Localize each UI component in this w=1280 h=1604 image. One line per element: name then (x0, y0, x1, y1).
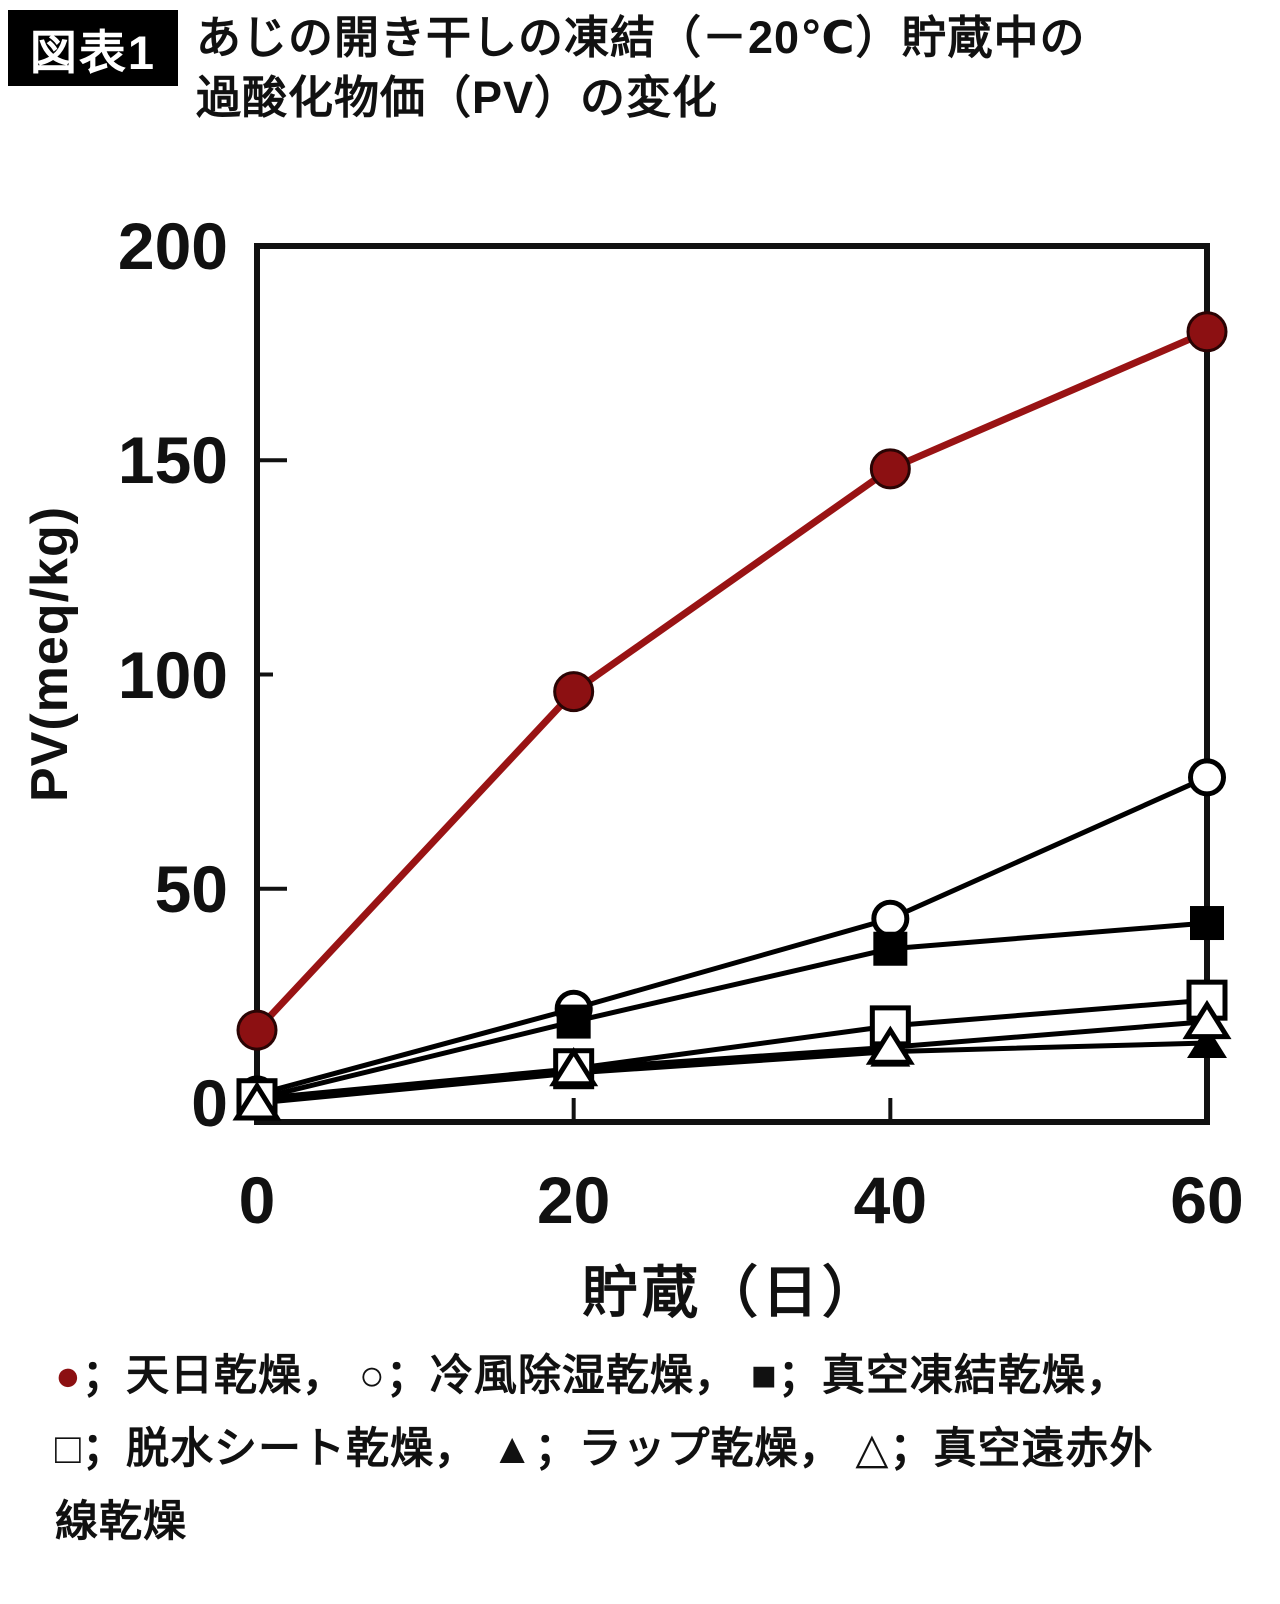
x-tick-label-20: 20 (536, 1163, 611, 1237)
y-tick-label-0: 0 (191, 1066, 228, 1140)
marker-真空凍結乾燥 (556, 1004, 591, 1039)
x-tick-label-60: 60 (1170, 1163, 1244, 1237)
plot-frame (254, 243, 1210, 1125)
marker-天日乾燥 (1186, 311, 1228, 353)
marker-冷風除湿乾燥 (871, 899, 910, 938)
legend-line-1: ●；天日乾燥， ○；冷風除湿乾燥， ■；真空凍結乾燥， (55, 1340, 1250, 1413)
marker-真空凍結乾燥 (873, 931, 908, 966)
series-line-ラップ乾燥 (254, 1040, 1210, 1106)
y-tick-label-50: 50 (154, 851, 228, 926)
legend-marker-sun-icon: ● (55, 1352, 82, 1400)
x-axis-title: 貯蔵（日） (582, 1261, 882, 1324)
x-tick-label-0: 0 (238, 1163, 276, 1237)
marker-真空凍結乾燥 (1190, 906, 1224, 941)
y-tick-label-150: 150 (117, 423, 228, 498)
series-line-冷風除湿乾燥 (254, 774, 1210, 1097)
x-tick-label-40: 40 (853, 1163, 928, 1237)
marker-天日乾燥 (553, 671, 595, 713)
marker-真空遠赤外線乾燥 (865, 1025, 915, 1065)
marker-天日乾燥 (236, 1009, 278, 1051)
figure-badge: 図表1 (8, 10, 178, 86)
marker-真空遠赤外線乾燥 (1182, 999, 1232, 1040)
figure-title-line2: 過酸化物価（PV）の変化 (196, 72, 719, 123)
series-line-天日乾燥 (253, 328, 1211, 1034)
y-tick-label-100: 100 (117, 637, 228, 712)
legend-line1-text: ；天日乾燥， ○；冷風除湿乾燥， ■；真空凍結乾燥， (81, 1352, 1130, 1400)
figure-title: あじの開き干しの凍結（－20℃）貯蔵中の 過酸化物価（PV）の変化 (196, 8, 1266, 128)
legend-line-2: □；脱水シート乾燥， ▲；ラップ乾燥， △；真空遠赤外 (55, 1425, 1154, 1473)
legend-line-3: 線乾燥 (55, 1498, 187, 1546)
figure-title-line1: あじの開き干しの凍結（－20℃）貯蔵中の (196, 12, 1086, 63)
marker-天日乾燥 (869, 448, 911, 490)
y-tick-label-200: 200 (117, 209, 228, 283)
marker-ラップ乾燥 (1187, 1026, 1227, 1059)
series-line-真空遠赤外線乾燥 (254, 1019, 1210, 1106)
marker-冷風除湿乾燥 (1188, 758, 1226, 797)
marker-真空遠赤外線乾燥 (232, 1081, 282, 1121)
marker-真空遠赤外線乾燥 (549, 1047, 599, 1087)
series-line-脱水シート乾燥 (254, 997, 1210, 1102)
series-line-真空凍結乾燥 (254, 920, 1210, 1102)
chart-legend: ●；天日乾燥， ○；冷風除湿乾燥， ■；真空凍結乾燥， □；脱水シート乾燥， ▲… (55, 1340, 1250, 1559)
